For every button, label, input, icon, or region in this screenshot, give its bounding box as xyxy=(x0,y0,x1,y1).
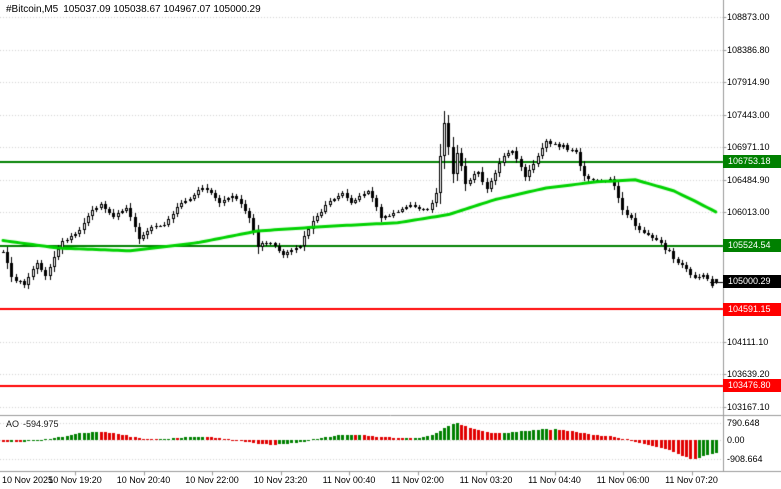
trading-chart-window: #Bitcoin,M5 105037.09 105038.67 104967.07… xyxy=(0,0,781,489)
price-chart-canvas[interactable] xyxy=(0,0,781,489)
